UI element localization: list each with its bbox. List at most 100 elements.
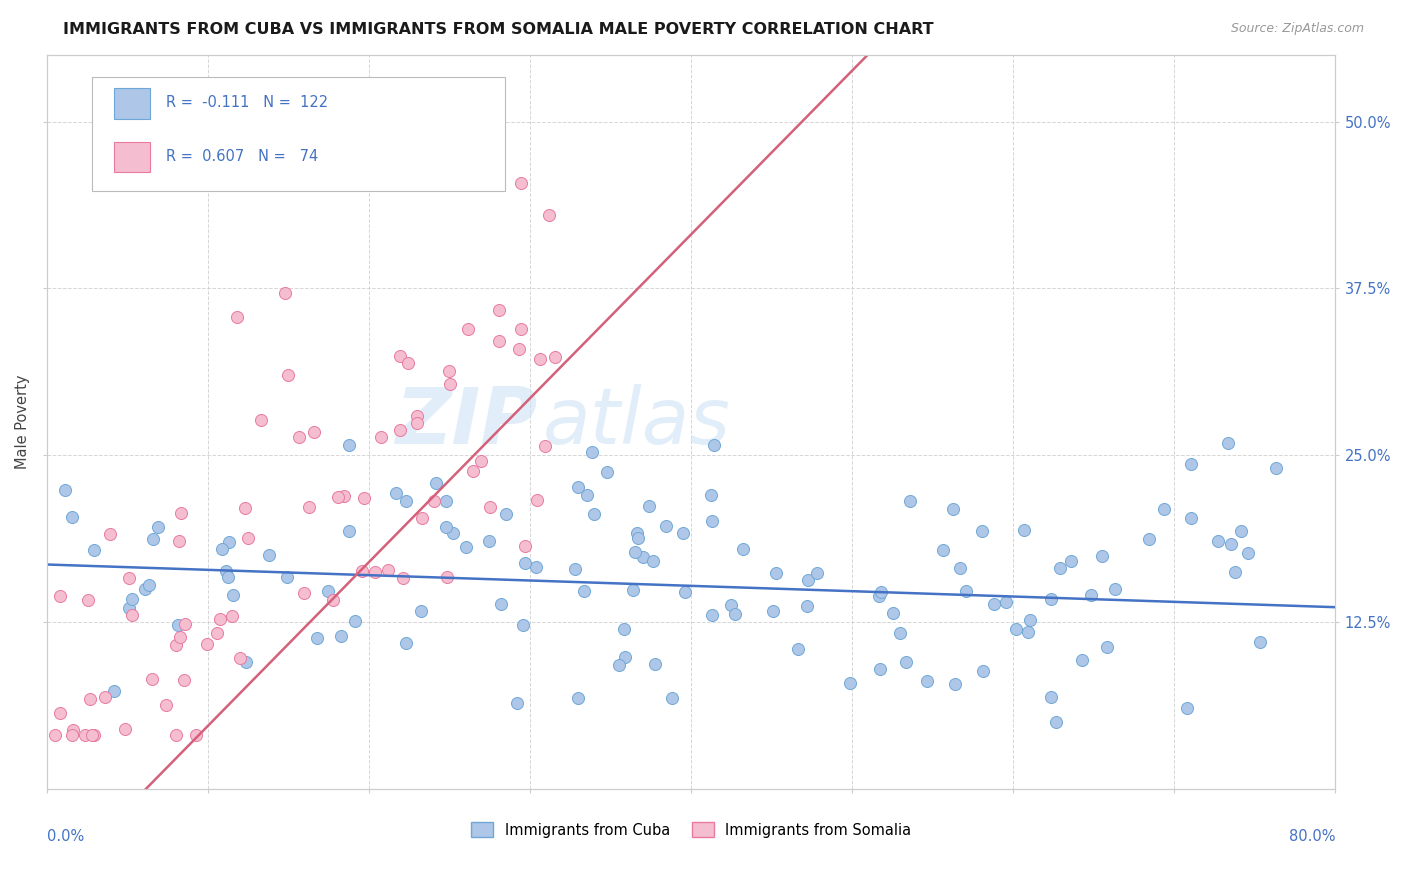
Point — [326, 490, 349, 504]
Point — [423, 493, 446, 508]
Point — [169, 534, 191, 549]
Text: ZIP: ZIP — [395, 384, 537, 460]
Point — [581, 445, 603, 459]
Point — [134, 582, 156, 597]
Point — [82, 728, 104, 742]
Point — [1091, 549, 1114, 564]
Point — [1153, 501, 1175, 516]
Point — [405, 409, 427, 424]
Point — [297, 500, 319, 514]
Point — [389, 350, 412, 364]
Point — [53, 483, 76, 498]
Point — [195, 637, 218, 651]
Point — [1039, 591, 1062, 606]
Point — [626, 525, 648, 540]
Point — [118, 600, 141, 615]
Point — [1017, 624, 1039, 639]
Point — [720, 598, 742, 612]
Point — [60, 510, 83, 524]
Point — [138, 578, 160, 592]
Point — [405, 417, 427, 431]
Point — [1249, 635, 1271, 649]
Point — [211, 542, 233, 557]
FancyBboxPatch shape — [114, 142, 150, 172]
Point — [389, 423, 412, 437]
Point — [700, 514, 723, 528]
Point — [322, 593, 344, 607]
Point — [529, 352, 551, 367]
Point — [702, 608, 724, 623]
Point — [114, 722, 136, 736]
Point — [613, 649, 636, 664]
Point — [343, 614, 366, 628]
Point — [1005, 622, 1028, 636]
Point — [75, 728, 97, 742]
Point — [207, 625, 229, 640]
Point — [395, 636, 418, 650]
Point — [392, 571, 415, 585]
Point — [703, 438, 725, 452]
Point — [165, 638, 187, 652]
Point — [1060, 553, 1083, 567]
Point — [797, 574, 820, 588]
Point — [208, 612, 231, 626]
Text: Source: ZipAtlas.com: Source: ZipAtlas.com — [1230, 22, 1364, 36]
Point — [49, 706, 72, 720]
Point — [350, 564, 373, 578]
Point — [596, 465, 619, 479]
Point — [169, 631, 191, 645]
Point — [98, 527, 121, 541]
Point — [700, 487, 723, 501]
Point — [806, 566, 828, 580]
Point — [1095, 640, 1118, 654]
Point — [370, 430, 392, 444]
Point — [83, 728, 105, 742]
Point — [1180, 457, 1202, 471]
Point — [576, 488, 599, 502]
Point — [1012, 523, 1035, 537]
Point — [436, 570, 458, 584]
Point — [1216, 435, 1239, 450]
Point — [567, 480, 589, 494]
Point — [894, 656, 917, 670]
Point — [512, 618, 534, 632]
Point — [643, 554, 665, 568]
Point — [236, 532, 259, 546]
Point — [333, 489, 356, 503]
Point — [868, 589, 890, 603]
Point — [582, 508, 605, 522]
Point — [184, 728, 207, 742]
Point — [439, 376, 461, 391]
Point — [508, 342, 530, 356]
Point — [83, 542, 105, 557]
Point — [437, 364, 460, 378]
Point — [762, 604, 785, 618]
Point — [943, 677, 966, 691]
Point — [170, 507, 193, 521]
Point — [839, 676, 862, 690]
Point — [949, 561, 972, 575]
Point — [869, 662, 891, 676]
Point — [330, 629, 353, 643]
Point — [233, 500, 256, 515]
Point — [377, 563, 399, 577]
Point — [1070, 653, 1092, 667]
Point — [1045, 715, 1067, 730]
Point — [221, 609, 243, 624]
Point — [489, 597, 512, 611]
Point — [972, 664, 994, 678]
Point — [1265, 460, 1288, 475]
Point — [1137, 532, 1160, 546]
Point — [425, 475, 447, 490]
Point — [942, 501, 965, 516]
Point — [869, 585, 891, 599]
Point — [226, 310, 249, 324]
Point — [79, 691, 101, 706]
Point — [364, 565, 387, 579]
Point — [995, 594, 1018, 608]
Point — [141, 672, 163, 686]
Point — [44, 728, 66, 742]
Point — [1104, 582, 1126, 596]
Point — [174, 616, 197, 631]
Point — [983, 598, 1005, 612]
